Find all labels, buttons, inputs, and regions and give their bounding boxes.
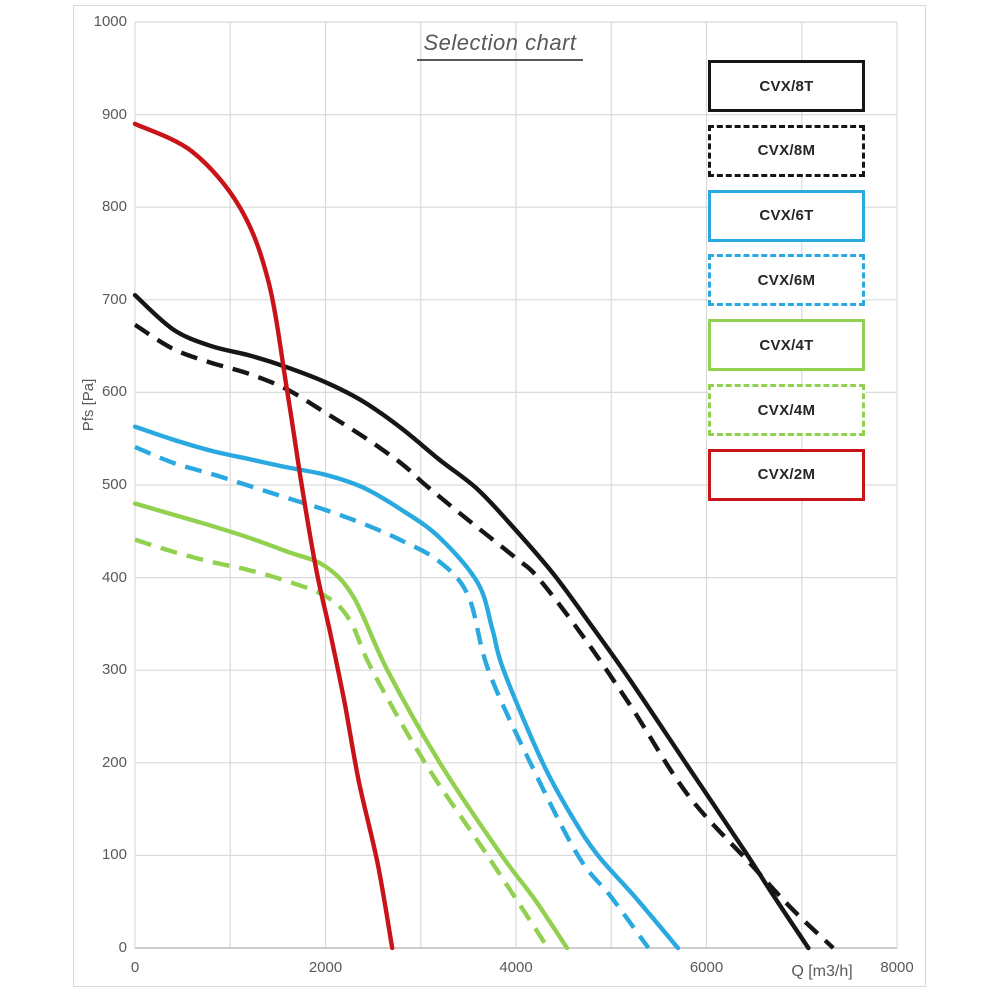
- y-tick-label: 700: [101, 290, 127, 308]
- legend-label: CVX/8T: [759, 77, 814, 95]
- legend-label: CVX/8M: [757, 142, 816, 160]
- y-tick-label: 600: [101, 383, 127, 401]
- x-tick-label: 0: [130, 959, 140, 976]
- curve-cvx-8t: [132, 292, 811, 951]
- legend-box-cvx-6t: CVX/6T: [708, 189, 865, 242]
- y-tick-label: 300: [101, 661, 127, 679]
- y-tick-label: 400: [101, 568, 127, 586]
- y-tick-label: 500: [101, 476, 127, 493]
- y-tick-label: 900: [101, 105, 127, 123]
- curve-cvx-4m: [134, 537, 550, 950]
- y-tick-label: 100: [101, 846, 127, 864]
- curve-cvx-8m: [133, 322, 835, 950]
- y-tick-label: 800: [101, 198, 127, 216]
- x-tick-label: 6000: [689, 959, 724, 976]
- curve-cvx-6t: [132, 424, 681, 951]
- legend-label: CVX/4T: [759, 336, 814, 354]
- x-tick-label: 4000: [499, 959, 533, 976]
- legend-box-cvx-8t: CVX/8T: [708, 60, 865, 112]
- legend-box-cvx-8m: CVX/8M: [708, 124, 865, 177]
- curve-cvx-4t: [132, 501, 570, 951]
- legend-label: CVX/4M: [757, 401, 816, 419]
- curve-cvx-2m: [132, 121, 395, 951]
- y-tick-label: 200: [101, 753, 127, 771]
- y-tick-label: 1000: [93, 13, 127, 30]
- y-tick-label: 0: [118, 939, 127, 956]
- x-axis-label: Q [m3/h]: [791, 963, 853, 980]
- x-tick-label: 8000: [880, 959, 914, 976]
- x-tick-label: 2000: [308, 959, 343, 976]
- legend-box-cvx-2m: CVX/2M: [708, 448, 865, 501]
- y-axis-label: Pfs [Pa]: [80, 378, 97, 432]
- legend-box-cvx-4t: CVX/4T: [708, 319, 865, 372]
- legend-box-cvx-4m: CVX/4M: [708, 384, 865, 436]
- chart-title-wrap: Selection chart: [340, 30, 660, 61]
- legend-label: CVX/6M: [757, 271, 816, 289]
- curve-cvx-6m: [134, 445, 651, 950]
- legend-label: CVX/6T: [759, 207, 814, 225]
- chart-title: Selection chart: [417, 30, 583, 61]
- legend-label: CVX/2M: [757, 466, 816, 484]
- legend-box-cvx-6m: CVX/6M: [708, 254, 865, 307]
